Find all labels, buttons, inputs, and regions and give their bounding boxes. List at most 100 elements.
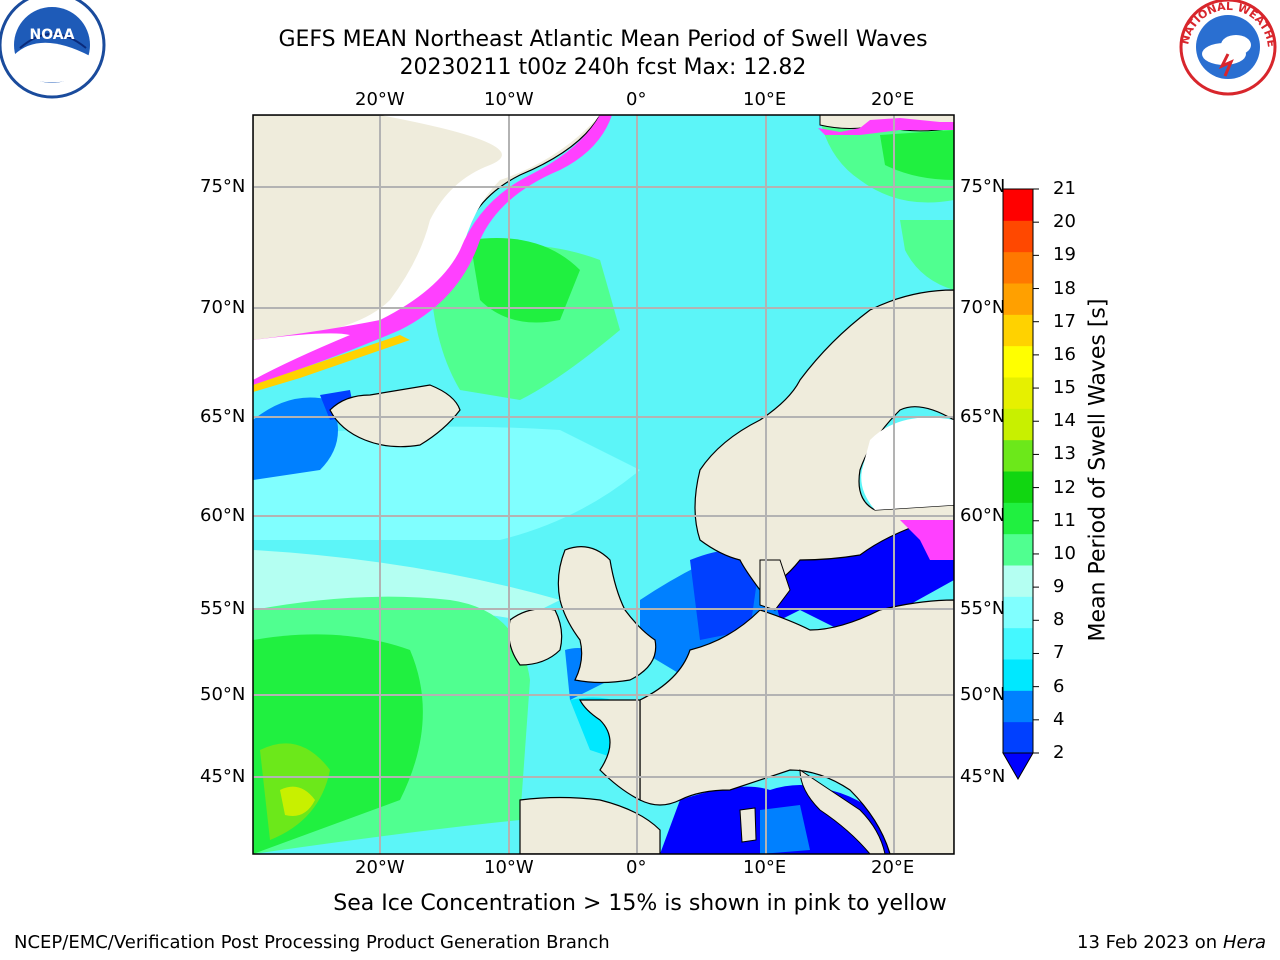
colorbar-tick-label: 6 <box>1053 675 1065 697</box>
colorbar-under-arrow <box>1002 752 1034 781</box>
lon-label-bottom: 10°E <box>743 857 787 878</box>
colorbar-tick-label: 10 <box>1053 542 1076 564</box>
colorbar-segment <box>1003 439 1033 472</box>
colorbar-tick-label: 20 <box>1053 211 1076 233</box>
lat-label-left: 70°N <box>200 297 246 318</box>
colorbar-segment <box>1003 471 1033 503</box>
land-denmark <box>759 559 791 611</box>
lat-label-left: 65°N <box>200 406 246 427</box>
colorbar-segment <box>1003 251 1033 284</box>
nodata-gulf-of-bothnia <box>861 417 954 510</box>
lon-label-bottom: 10°W <box>484 857 534 878</box>
land-corsica-sardinia <box>739 807 757 843</box>
colorbar-segment <box>1003 377 1033 409</box>
colorbar-segment <box>1003 596 1033 629</box>
swell-region-tyrrhenian <box>760 805 810 854</box>
colorbar-tick-label: 15 <box>1053 377 1076 399</box>
nws-logo: NATIONAL WEATHER SERVICE <box>0 0 1278 96</box>
chart-title: GEFS MEAN Northeast Atlantic Mean Period… <box>278 27 928 52</box>
footer-date-text: 13 Feb 2023 on <box>1077 932 1218 953</box>
noaa-logo: NOAA <box>0 0 106 99</box>
colorbar-tick-label: 7 <box>1053 642 1065 664</box>
colorbar-tick-label: 12 <box>1053 476 1076 498</box>
lat-label-right: 55°N <box>960 598 1006 619</box>
colorbar-segment <box>1003 220 1033 253</box>
lat-label-left: 45°N <box>200 766 246 787</box>
colorbar-tick-label: 17 <box>1053 310 1076 332</box>
lat-label-right: 50°N <box>960 684 1006 705</box>
nws-logo-text: NATIONAL WEATHER SERVICE <box>0 0 1278 48</box>
lon-label-top: 20°W <box>355 89 405 110</box>
swell-region-sw-13s <box>280 786 315 816</box>
land-iberia <box>519 796 661 854</box>
chart-subtitle: 20230211 t00z 240h fcst Max: 12.82 <box>399 55 807 80</box>
colorbar-segment <box>1003 314 1033 347</box>
colorbar-tick-label: 13 <box>1053 443 1076 465</box>
sea-ice-edge-yellow <box>253 335 410 392</box>
colorbar-tick-label: 16 <box>1053 343 1076 365</box>
nodata-greenland-coast <box>253 333 350 380</box>
nodata-ice-edge <box>253 115 600 380</box>
lon-label-top: 10°W <box>484 89 534 110</box>
colorbar-tick-label: 9 <box>1053 576 1065 598</box>
footer-branch: NCEP/EMC/Verification Post Processing Pr… <box>14 932 610 953</box>
sea-ice-svalbard <box>818 118 954 135</box>
svg-text:NATIONAL WEATHER SERVICE: NATIONAL WEATHER SERVICE <box>0 0 1278 48</box>
colorbar-segment <box>1003 565 1033 597</box>
land-great-britain <box>557 546 657 684</box>
colorbar-tick-label: 19 <box>1053 244 1076 266</box>
lon-label-top: 0° <box>626 89 647 110</box>
graticule <box>253 115 954 854</box>
colorbar-segment <box>1003 721 1033 754</box>
colorbar-tick-label: 14 <box>1053 410 1076 432</box>
lat-label-right: 65°N <box>960 406 1006 427</box>
lon-label-top: 20°E <box>871 89 915 110</box>
lon-label-top: 10°E <box>743 89 787 110</box>
land-iceland <box>329 384 461 448</box>
lon-label-bottom: 0° <box>626 857 647 878</box>
colorbar-segment <box>1003 408 1033 441</box>
lon-label-bottom: 20°E <box>871 857 915 878</box>
lat-label-left: 55°N <box>200 598 246 619</box>
colorbar-segment <box>1003 627 1033 660</box>
colorbar-tick-label: 4 <box>1053 708 1065 730</box>
swell-region-barents <box>900 220 954 290</box>
lon-label-bottom: 20°W <box>355 857 405 878</box>
swell-region-11s <box>470 238 580 323</box>
sea-ice-edge <box>253 115 612 385</box>
colorbar-tick-label: 8 <box>1053 609 1065 631</box>
swell-region-med <box>660 785 954 854</box>
lat-label-left: 50°N <box>200 684 246 705</box>
colorbar-tick-label: 21 <box>1053 178 1076 199</box>
colorbar <box>1002 188 1039 781</box>
lat-label-right: 45°N <box>960 766 1006 787</box>
swell-region-iceland-4s <box>253 397 338 480</box>
footer-date: 13 Feb 2023 on Hera <box>1077 932 1266 953</box>
colorbar-segment <box>1003 283 1033 315</box>
land-europe <box>639 599 954 854</box>
colorbar-segment <box>1003 502 1033 535</box>
colorbar-segment <box>1003 345 1033 378</box>
swell-region-northsea-2s <box>690 550 760 640</box>
lat-label-right: 70°N <box>960 297 1006 318</box>
colorbar-segment <box>1003 533 1033 566</box>
lat-label-right: 75°N <box>960 176 1006 197</box>
colorbar-segment <box>1003 659 1033 691</box>
footer-machine: Hera <box>1222 932 1266 953</box>
map-area <box>253 115 954 854</box>
swell-region-ne-11s <box>880 130 954 180</box>
lat-label-right: 60°N <box>960 505 1006 526</box>
swell-region-8s <box>253 426 640 540</box>
colorbar-label: Mean Period of Swell Waves [s] <box>1085 298 1111 642</box>
sea-ice-finland <box>900 520 954 560</box>
colorbar-segment <box>1003 690 1033 723</box>
sea-ice-note: Sea Ice Concentration > 15% is shown in … <box>333 891 947 916</box>
noaa-logo-text: NOAA <box>30 27 75 43</box>
colorbar-tick-label: 11 <box>1053 509 1076 531</box>
lat-label-left: 75°N <box>200 176 246 197</box>
land-france <box>579 699 641 801</box>
land-italy <box>799 769 886 854</box>
lat-label-left: 60°N <box>200 505 246 526</box>
colorbar-tick-label: 18 <box>1053 277 1076 299</box>
